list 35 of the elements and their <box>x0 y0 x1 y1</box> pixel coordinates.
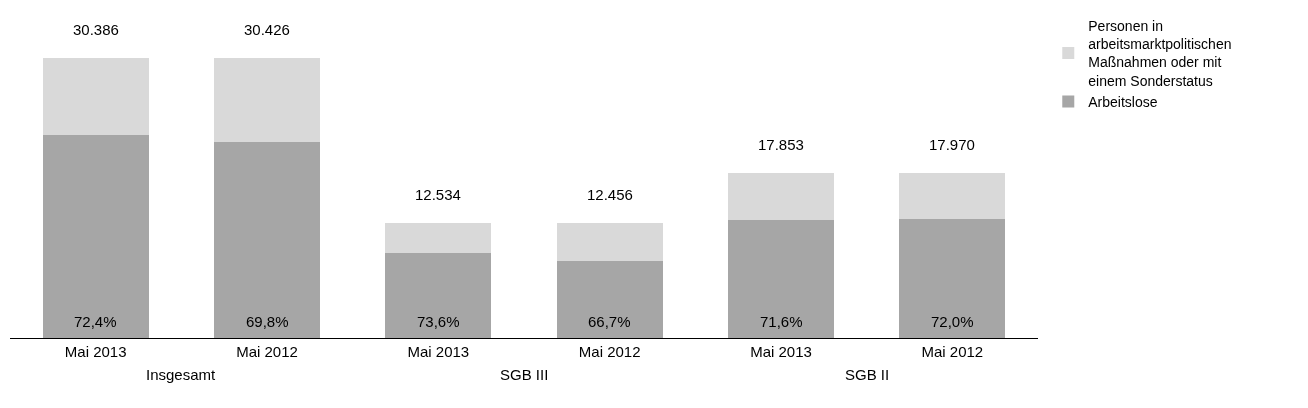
text: SGB III <box>500 366 549 383</box>
text: 30.426 <box>244 21 290 38</box>
bar <box>899 218 1006 338</box>
bar <box>727 173 835 221</box>
bar <box>556 261 663 338</box>
annotation: 66,7% <box>588 313 631 330</box>
text: SGB II <box>845 366 890 383</box>
bar <box>42 135 149 338</box>
x-tick-label: Mai 2012 <box>236 343 298 360</box>
annotation: 17.853 <box>758 136 804 153</box>
legend-label: Arbeitslose <box>1088 93 1158 110</box>
bar <box>385 253 492 338</box>
bar <box>727 220 835 338</box>
legend-label: Personen in arbeitsmarktpolitischen Maßnahmen oder mit einem Sonderstatus <box>1088 18 1232 89</box>
bar <box>42 57 149 136</box>
annotation: 71,6% <box>760 313 803 330</box>
x-tick-label: Mai 2012 <box>921 343 984 360</box>
bar <box>899 172 1006 219</box>
x-tick-label: Mai 2013 <box>407 343 470 360</box>
x-tick-label: Mai 2013 <box>64 343 127 360</box>
bar <box>213 57 321 143</box>
annotation: 72,4% <box>74 313 117 330</box>
annotation: 72,0% <box>931 313 974 330</box>
annotation: 69,8% <box>246 313 289 330</box>
x-tick-label: Mai 2013 <box>750 343 812 360</box>
text: 30.386 <box>73 21 119 38</box>
annotation: 17.970 <box>929 136 975 153</box>
bar <box>385 222 492 254</box>
text: Insgesamt <box>146 366 217 383</box>
annotation: 73,6% <box>417 313 460 330</box>
bar <box>556 223 663 262</box>
bar <box>213 142 321 338</box>
annotation: 12.534 <box>415 186 461 203</box>
annotation: 12.456 <box>587 186 633 203</box>
x-tick-label: Mai 2012 <box>578 343 641 360</box>
